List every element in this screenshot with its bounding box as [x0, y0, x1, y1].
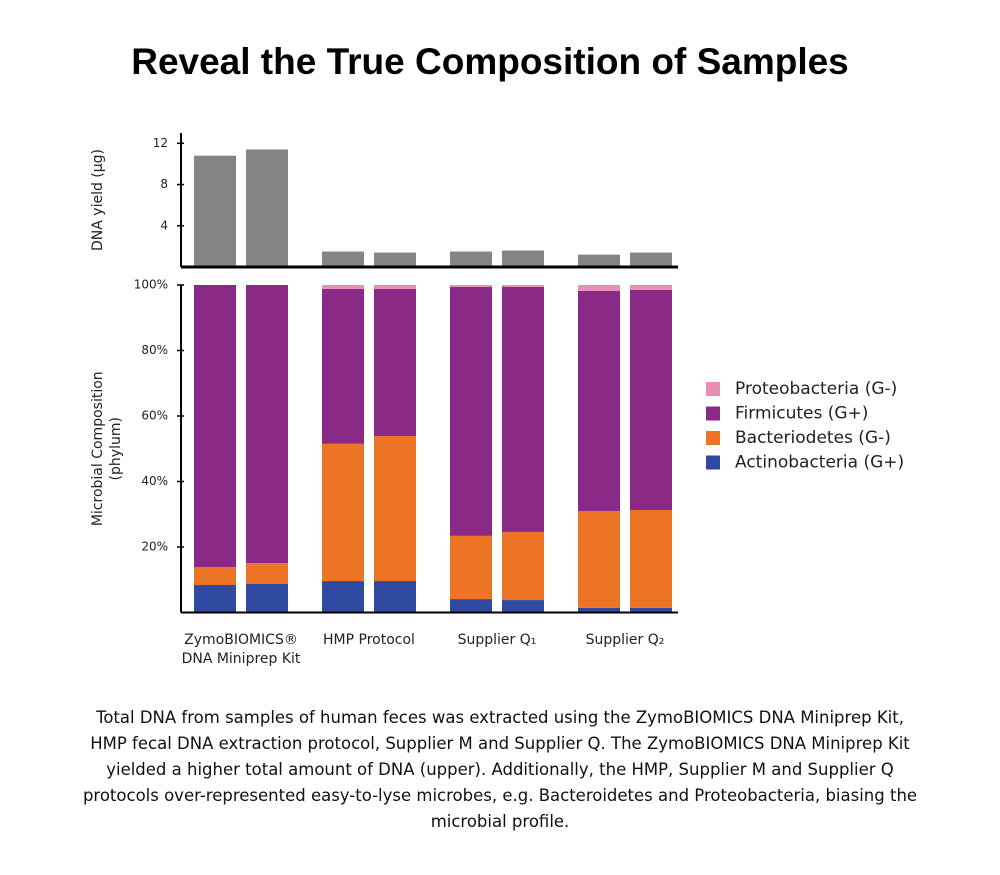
y-tick-label: 8	[160, 177, 168, 191]
bar-segment	[502, 285, 544, 287]
bar	[578, 254, 620, 267]
bar-segment	[578, 607, 620, 613]
y-tick-label: 80%	[141, 343, 168, 357]
bar-segment	[578, 510, 620, 608]
legend-swatch	[706, 382, 720, 396]
bar-segment	[374, 285, 416, 289]
legend-label: Firmicutes (G+)	[735, 404, 868, 424]
bar-segment	[630, 289, 672, 510]
bar-segment	[578, 290, 620, 511]
bar-segment	[246, 285, 288, 564]
legend-swatch	[706, 455, 720, 470]
bar-segment	[630, 607, 672, 613]
group-label: HMP Protocol	[323, 632, 415, 648]
legend-label: Proteobacteria (G-)	[735, 379, 897, 399]
y-tick-label: 20%	[141, 540, 168, 554]
bar-segment	[194, 285, 236, 567]
y-tick-label: 40%	[141, 474, 168, 488]
bar-segment	[246, 563, 288, 585]
bar-segment	[374, 288, 416, 436]
legend-swatch	[706, 406, 720, 421]
bar	[194, 155, 236, 267]
bar	[502, 250, 544, 267]
group-label: Supplier Q₁	[458, 632, 537, 648]
bar	[246, 149, 288, 267]
bar-segment	[502, 600, 544, 613]
bar-segment	[630, 509, 672, 608]
y-axis-label: DNA yield (µg)	[90, 149, 106, 251]
bar-segment	[322, 581, 364, 613]
bar-segment	[322, 443, 364, 582]
bar-segment	[450, 599, 492, 613]
page-title: Reveal the True Composition of Samples	[131, 41, 849, 82]
y-tick-label: 60%	[141, 409, 168, 423]
legend-swatch	[706, 431, 720, 445]
y-axis-label: (phylum)	[108, 417, 124, 480]
y-tick-label: 4	[160, 218, 168, 232]
bar	[374, 252, 416, 267]
bar-segment	[450, 286, 492, 536]
group-label: DNA Miniprep Kit	[182, 651, 301, 667]
bar-segment	[322, 288, 364, 444]
bar-segment	[502, 531, 544, 601]
group-label: ZymoBIOMICS®	[184, 632, 298, 648]
bar	[630, 252, 672, 267]
caption: Total DNA from samples of human feces wa…	[82, 708, 918, 831]
bar	[322, 251, 364, 267]
bar-segment	[194, 584, 236, 613]
bar-segment	[322, 285, 364, 289]
bar-segment	[374, 581, 416, 613]
chart: Reveal the True Composition of Samples 4…	[90, 41, 904, 667]
bar-segment	[578, 285, 620, 291]
bar-segment	[502, 286, 544, 532]
group-label: Supplier Q₂	[586, 632, 665, 648]
bar-segment	[194, 566, 236, 585]
bar-segment	[450, 285, 492, 287]
y-tick-label: 100%	[134, 278, 168, 292]
bar	[450, 251, 492, 267]
bar-segment	[374, 435, 416, 582]
bar-segment	[450, 535, 492, 600]
y-axis-label: Microbial Composition	[90, 371, 106, 526]
legend-label: Actinobacteria (G+)	[735, 453, 904, 473]
y-tick-label: 12	[153, 136, 168, 150]
bar-segment	[246, 584, 288, 613]
bar-segment	[630, 285, 672, 290]
legend-label: Bacteriodetes (G-)	[735, 428, 891, 448]
